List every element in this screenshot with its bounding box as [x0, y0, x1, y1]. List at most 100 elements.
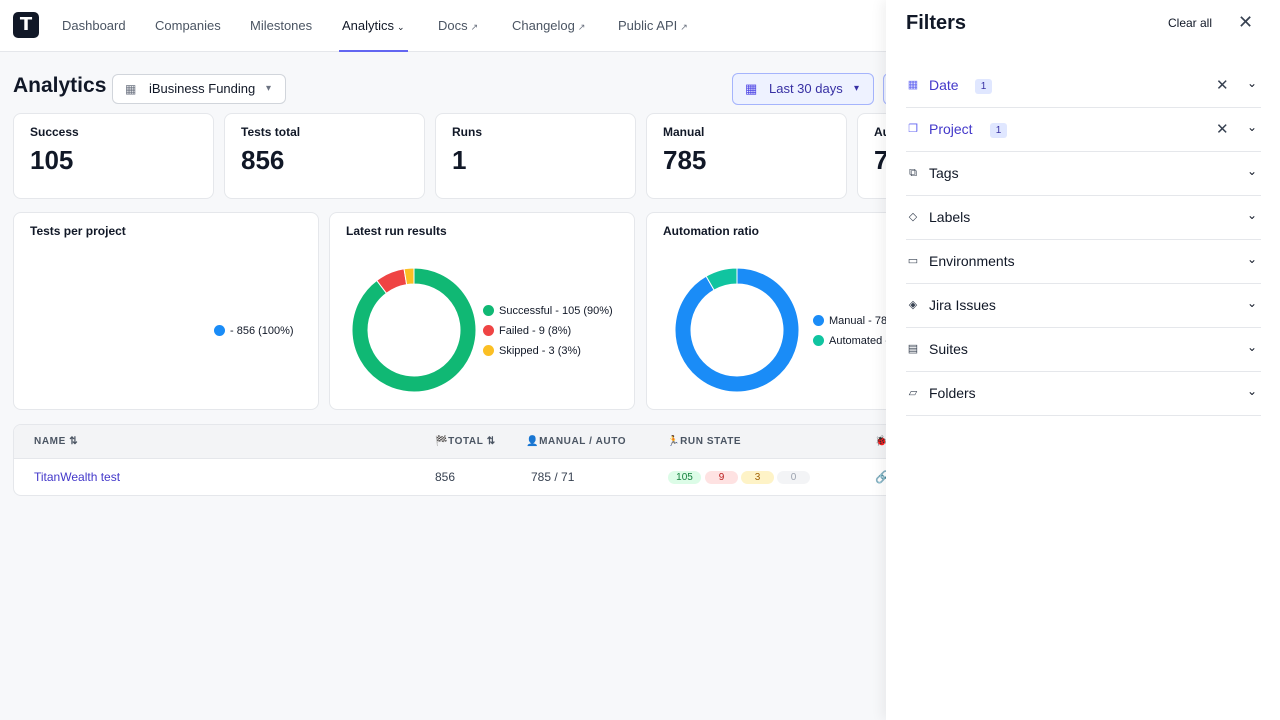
donut-slice-manual[interactable]: [674, 267, 800, 393]
total-cell: 856: [435, 470, 456, 484]
column-header-name[interactable]: NAME ⇅: [34, 425, 78, 459]
label-icon: ◇: [908, 211, 918, 223]
nav-analytics[interactable]: Analytics ⌄: [339, 0, 408, 52]
stat-value: 856: [241, 145, 285, 175]
legend-dot: [214, 325, 225, 336]
chevron-down-icon: ▾: [265, 83, 271, 94]
chevron-down-icon[interactable]: ⌄: [1247, 384, 1258, 398]
filter-project[interactable]: ❐ Project 1 ✕ ⌄: [906, 108, 1261, 152]
flag-icon: 🏁: [435, 436, 449, 447]
legend-item: Successful - 105 (90%): [483, 304, 613, 318]
project-select-value: iBusiness Funding: [149, 81, 256, 96]
nav-changelog-label: Changelog: [512, 18, 575, 33]
stat-card-manual: Manual 785: [646, 113, 847, 199]
filter-count-badge: 1: [975, 79, 992, 94]
filter-label: Folders: [929, 385, 976, 401]
legend-label: Automated -: [829, 335, 889, 347]
chevron-down-icon: ⌄: [397, 22, 405, 32]
chevron-down-icon[interactable]: ⌄: [1247, 252, 1258, 266]
sort-icon: ⇅: [486, 436, 496, 447]
donut-chart: [674, 267, 800, 393]
page-title: Analytics: [13, 74, 107, 97]
nav-companies[interactable]: Companies: [155, 0, 221, 52]
project-name-link[interactable]: TitanWealth test: [34, 470, 121, 484]
run-state-pending-pill: 0: [777, 471, 810, 484]
column-header-total[interactable]: 🏁TOTAL ⇅: [435, 425, 496, 459]
jira-icon: ◈: [908, 299, 918, 311]
external-link-icon: ↗: [680, 22, 688, 32]
filter-count-badge: 1: [990, 123, 1007, 138]
nav-companies-label: Companies: [155, 18, 221, 33]
table-header: NAME ⇅ 🏁TOTAL ⇅ 👤MANUAL / AUTO 🏃RUN STAT…: [14, 425, 912, 459]
donut-slice-automated[interactable]: [705, 267, 738, 291]
filter-label: Environments: [929, 253, 1015, 269]
legend-label: Manual - 785: [829, 315, 894, 327]
nav-analytics-label: Analytics: [342, 18, 395, 33]
nav-public-api-label: Public API: [618, 18, 678, 33]
projects-table: NAME ⇅ 🏁TOTAL ⇅ 👤MANUAL / AUTO 🏃RUN STAT…: [13, 424, 913, 496]
stat-value: 1: [452, 145, 467, 175]
sort-icon: ⇅: [69, 436, 79, 447]
project-select[interactable]: ▦ iBusiness Funding ▾: [112, 74, 286, 104]
chart-title: Tests per project: [30, 224, 126, 238]
filter-labels[interactable]: ◇ Labels ⌄: [906, 196, 1261, 240]
filters-drawer: Filters Clear all ✕ ▦ Date 1 ✕ ⌄ ❐ Proje…: [886, 0, 1280, 720]
legend-dot: [813, 335, 824, 346]
date-range-label: Last 30 days: [769, 81, 843, 96]
donut-chart: [351, 267, 477, 393]
nav-dashboard[interactable]: Dashboard: [62, 0, 126, 52]
stat-label: Success: [30, 125, 79, 139]
legend-dot: [483, 325, 494, 336]
stat-value: 7: [874, 145, 889, 175]
filter-folders[interactable]: ▱ Folders ⌄: [906, 372, 1261, 416]
stat-value: 785: [663, 145, 707, 175]
nav-milestones[interactable]: Milestones: [250, 0, 312, 52]
run-state-success-pill: 105: [668, 471, 701, 484]
bug-icon: 🐞: [875, 436, 889, 447]
donut-slice-successful[interactable]: [351, 267, 477, 393]
column-header-label: NAME: [34, 436, 66, 447]
close-icon[interactable]: ✕: [1238, 12, 1254, 32]
filter-date[interactable]: ▦ Date 1 ✕ ⌄: [906, 64, 1261, 108]
column-header-manual-auto: 👤MANUAL / AUTO: [526, 425, 626, 459]
filter-suites[interactable]: ▤ Suites ⌄: [906, 328, 1261, 372]
legend-item: - 856 (100%): [214, 324, 294, 338]
app-logo[interactable]: T: [13, 12, 39, 38]
date-range-button[interactable]: ▦ Last 30 days ▾: [732, 73, 874, 105]
filter-label: Labels: [929, 209, 971, 225]
filter-label: Project: [929, 121, 973, 137]
nav-changelog[interactable]: Changelog ↗: [512, 0, 585, 52]
clear-filter-icon[interactable]: ✕: [1216, 77, 1229, 94]
chevron-down-icon[interactable]: ⌄: [1247, 76, 1258, 90]
filter-tags[interactable]: ⧉ Tags ⌄: [906, 152, 1261, 196]
chevron-down-icon[interactable]: ⌄: [1247, 340, 1258, 354]
external-link-icon: ↗: [577, 22, 586, 32]
filter-label: Jira Issues: [929, 297, 996, 313]
runner-icon: 🏃: [667, 436, 681, 447]
chevron-down-icon[interactable]: ⌄: [1247, 208, 1258, 222]
column-header-label: TOTAL: [448, 436, 484, 447]
nav-dashboard-label: Dashboard: [62, 18, 126, 33]
stat-label: Runs: [452, 125, 482, 139]
clear-all-button[interactable]: Clear all: [1168, 16, 1213, 30]
chevron-down-icon[interactable]: ⌄: [1247, 164, 1258, 178]
chevron-down-icon[interactable]: ⌄: [1247, 296, 1258, 310]
chevron-down-icon[interactable]: ⌄: [1247, 120, 1258, 134]
legend-dot: [483, 305, 494, 316]
legend-dot: [813, 315, 824, 326]
stat-label: Manual: [663, 125, 705, 139]
legend-label: Skipped - 3 (3%): [499, 345, 581, 357]
donut-slice-skipped[interactable]: [403, 267, 415, 286]
filter-jira-issues[interactable]: ◈ Jira Issues ⌄: [906, 284, 1261, 328]
chart-tests-per-project: Tests per project - 856 (100%): [13, 212, 319, 410]
filter-label: Tags: [929, 165, 959, 181]
nav-public-api[interactable]: Public API ↗: [618, 0, 688, 52]
tag-stack-icon: ⧉: [909, 167, 917, 179]
chart-latest-run-results: Latest run results Successful - 105 (90%…: [329, 212, 635, 410]
filter-environments[interactable]: ▭ Environments ⌄: [906, 240, 1261, 284]
nav-docs[interactable]: Docs ↗: [438, 0, 478, 52]
clear-filter-icon[interactable]: ✕: [1216, 121, 1229, 138]
file-icon: ▤: [907, 343, 919, 355]
folder-icon: ▱: [908, 387, 918, 399]
legend-label: - 856 (100%): [230, 325, 294, 337]
